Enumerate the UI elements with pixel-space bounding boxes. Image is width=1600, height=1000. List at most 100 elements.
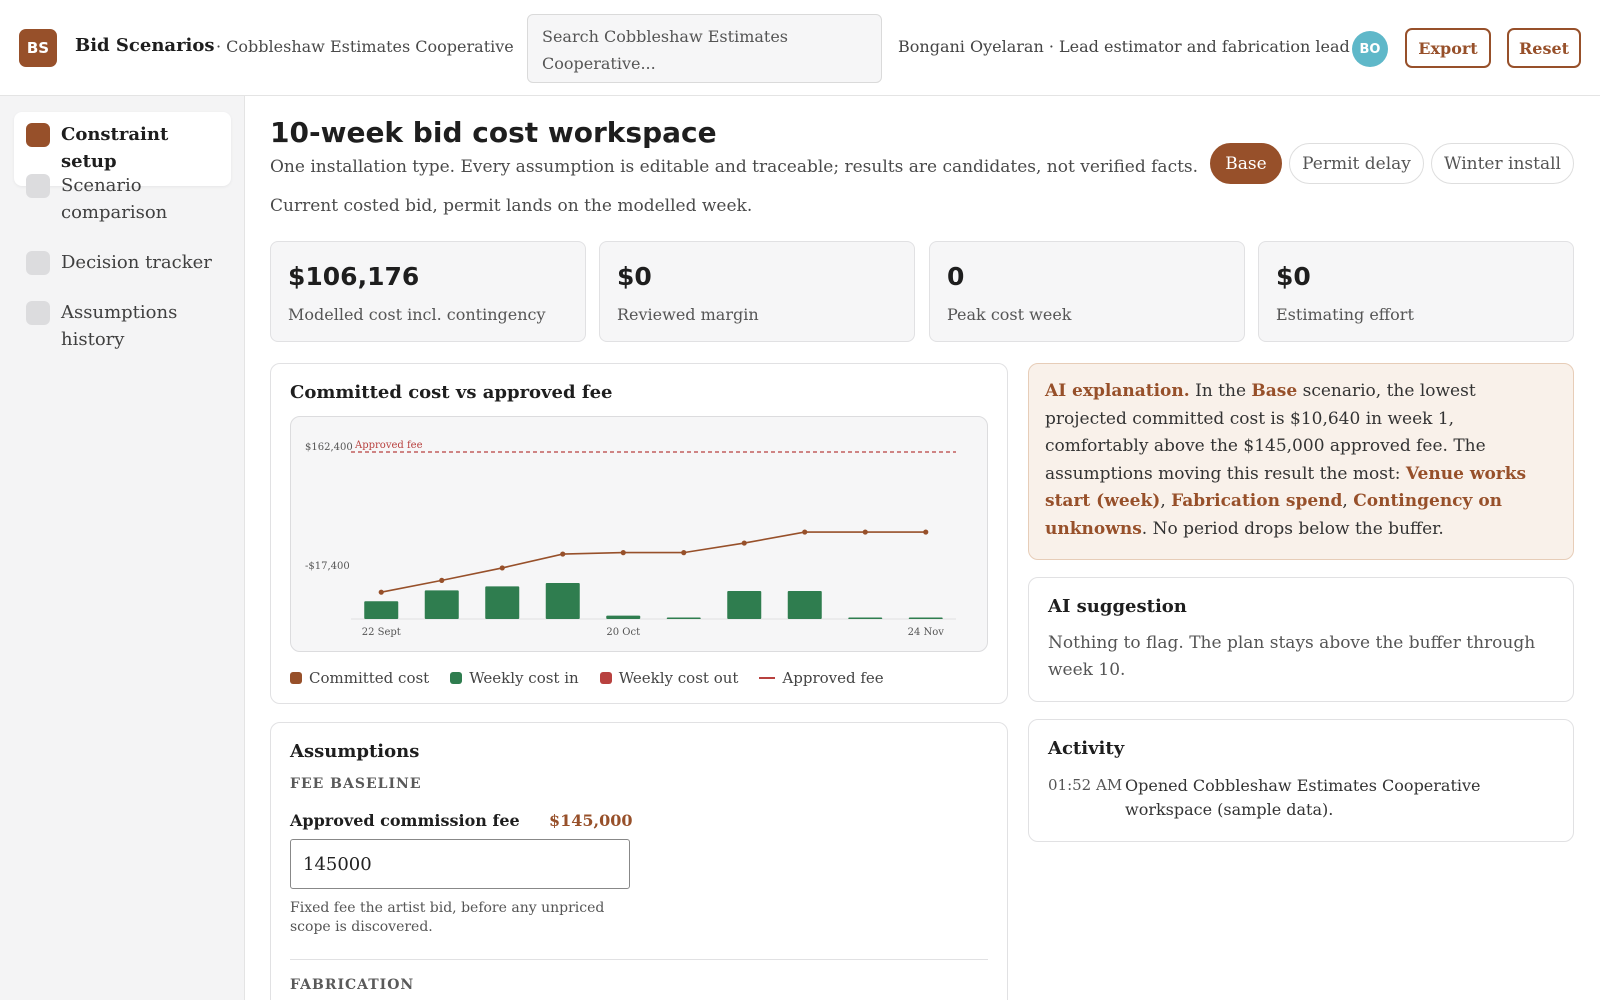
chart-card: Committed cost vs approved fee $162,400 -… xyxy=(270,363,1008,704)
committed-cost-point xyxy=(499,565,505,571)
export-button[interactable]: Export xyxy=(1405,28,1491,68)
section-label-fabrication: FABRICATION xyxy=(290,977,415,993)
ai-suggestion-text: Nothing to flag. The plan stays above th… xyxy=(1048,633,1536,680)
committed-cost-point xyxy=(862,529,868,535)
legend-item-cost-in: Weekly cost in xyxy=(450,669,579,687)
committed-cost-point xyxy=(681,550,687,556)
legend-label: Approved fee xyxy=(782,669,884,687)
kpi-value: 0 xyxy=(947,262,965,291)
avatar[interactable]: BO xyxy=(1352,31,1388,67)
assumptions-title: Assumptions xyxy=(290,741,420,762)
legend-item-cost-out: Weekly cost out xyxy=(599,669,739,687)
kpi-label: Estimating effort xyxy=(1276,305,1414,324)
chart-area: $162,400 -$17,400 Approved fee 22 Sept 20 Oc… xyxy=(290,416,988,652)
kpi-peak-cost-week: 0 Peak cost week xyxy=(929,241,1245,342)
legend-swatch-icon xyxy=(450,672,463,684)
sidebar-item-label: Decision tracker xyxy=(61,252,212,273)
sidebar-item-decision-tracker[interactable]: Decision tracker xyxy=(14,240,231,287)
bar-weekly-cost-in xyxy=(364,601,399,619)
search-input[interactable]: Search Cobbleshaw Estimates Cooperative.… xyxy=(527,14,882,83)
legend-item-committed: Committed cost xyxy=(290,669,429,687)
scenario-tab-winter-install[interactable]: Winter install xyxy=(1431,143,1574,184)
bar-weekly-cost-in xyxy=(727,591,762,619)
legend-line-icon xyxy=(759,677,776,679)
chart-legend: Committed cost Weekly cost in Weekly cos… xyxy=(290,669,905,687)
scenario-tab-base[interactable]: Base xyxy=(1210,143,1282,184)
sidebar-item-scenario-comparison[interactable]: Scenario comparison xyxy=(14,163,231,237)
committed-cost-point xyxy=(378,589,384,595)
nav-dot-icon xyxy=(26,251,50,275)
ai-assumption-link[interactable]: Fabrication spend xyxy=(1171,491,1343,511)
approved-fee-input[interactable] xyxy=(290,839,630,889)
ai-explanation-label: AI explanation. xyxy=(1045,381,1190,401)
bar-weekly-cost-in xyxy=(545,583,580,619)
kpi-value: $106,176 xyxy=(288,262,420,291)
sidebar: Constraint setup Scenario comparison Dec… xyxy=(0,96,245,1000)
sidebar-item-constraint-setup[interactable]: Constraint setup xyxy=(14,112,231,186)
fee-field-label: Approved commission fee xyxy=(290,811,520,830)
ai-text: scenario, the lowest projected committed… xyxy=(1045,381,1486,484)
ai-scenario-name: Base xyxy=(1251,381,1298,401)
page-subtitle: One installation type. Every assumption … xyxy=(270,157,1199,177)
x-tick-label: 22 Sept xyxy=(362,627,401,638)
committed-cost-point xyxy=(923,529,929,535)
y-tick-label: -$17,400 xyxy=(305,561,350,572)
ai-text: , xyxy=(1160,491,1172,511)
ai-text: . No period drops below the buffer. xyxy=(1141,518,1444,539)
ai-assumption-link[interactable]: Venue works start (week) xyxy=(1045,463,1527,512)
kpi-value: $0 xyxy=(617,262,652,291)
sidebar-item-assumptions-history[interactable]: Assumptions history xyxy=(14,290,231,364)
chart-svg: $162,400 -$17,400 Approved fee 22 Sept 20 Oc… xyxy=(305,440,956,638)
activity-text: Opened Cobbleshaw Estimates Cooperative … xyxy=(1125,776,1481,819)
kpi-estimating-effort: $0 Estimating effort xyxy=(1258,241,1574,342)
section-label-fee-baseline: FEE BASELINE xyxy=(290,776,422,792)
reset-button[interactable]: Reset xyxy=(1507,28,1581,68)
x-tick-label: 20 Oct xyxy=(606,627,640,638)
ai-assumption-link[interactable]: Contingency on unknowns xyxy=(1045,491,1503,539)
activity-title: Activity xyxy=(1048,738,1125,759)
legend-label: Weekly cost in xyxy=(469,669,579,687)
bar-weekly-cost-in xyxy=(787,591,822,619)
top-header: BS Bid Scenarios · Cobbleshaw Estimates … xyxy=(0,0,1600,96)
ai-explanation: AI explanation. In the Base scenario, th… xyxy=(1028,363,1574,560)
bar-weekly-cost-in xyxy=(908,617,943,619)
committed-cost-point xyxy=(802,529,808,535)
nav-dot-icon xyxy=(26,301,50,325)
assumptions-card: Assumptions FEE BASELINE Approved commis… xyxy=(270,722,1008,1000)
y-tick-label: $162,400 xyxy=(305,442,353,453)
app-title: Bid Scenarios xyxy=(75,35,215,56)
activity-time: 01:52 AM xyxy=(1048,776,1123,794)
kpi-reviewed-margin: $0 Reviewed margin xyxy=(599,241,915,342)
bar-weekly-cost-in xyxy=(606,615,641,619)
kpi-label: Peak cost week xyxy=(947,305,1072,324)
nav-dot-icon xyxy=(26,123,50,147)
approved-fee-label: Approved fee xyxy=(354,440,423,451)
nav-dot-icon xyxy=(26,174,50,198)
scenario-tab-permit-delay[interactable]: Permit delay xyxy=(1289,143,1424,184)
ai-text: , xyxy=(1342,491,1354,511)
legend-swatch-icon xyxy=(290,672,302,684)
fee-display-value: $145,000 xyxy=(549,811,633,830)
user-name: Bongani Oyelaran · Lead estimator and fa… xyxy=(898,37,1350,56)
chart-title: Committed cost vs approved fee xyxy=(290,382,613,403)
committed-cost-point xyxy=(560,551,566,557)
kpi-label: Modelled cost incl. contingency xyxy=(288,305,546,324)
bar-weekly-cost-in xyxy=(424,590,459,619)
committed-cost-line xyxy=(381,531,926,593)
bar-weekly-cost-in xyxy=(666,617,701,619)
ai-text: In the xyxy=(1189,381,1252,401)
committed-cost-point xyxy=(741,540,747,546)
kpi-value: $0 xyxy=(1276,262,1311,291)
x-tick-label: 24 Nov xyxy=(908,627,945,638)
legend-label: Weekly cost out xyxy=(618,669,739,687)
sidebar-item-label: Assumptions history xyxy=(61,302,178,350)
bar-weekly-cost-in xyxy=(485,586,520,619)
fee-help-text: Fixed fee the artist bid, before any unp… xyxy=(290,900,605,935)
kpi-label: Reviewed margin xyxy=(617,305,759,324)
kpi-modelled-cost: $106,176 Modelled cost incl. contingency xyxy=(270,241,586,342)
scenario-description: Current costed bid, permit lands on the … xyxy=(270,196,753,216)
ai-suggestion-card: AI suggestion Nothing to flag. The plan … xyxy=(1028,577,1574,702)
ai-suggestion-title: AI suggestion xyxy=(1048,596,1187,617)
activity-card: Activity 01:52 AM Opened Cobbleshaw Esti… xyxy=(1028,719,1574,842)
sidebar-item-label: Scenario comparison xyxy=(61,175,168,223)
